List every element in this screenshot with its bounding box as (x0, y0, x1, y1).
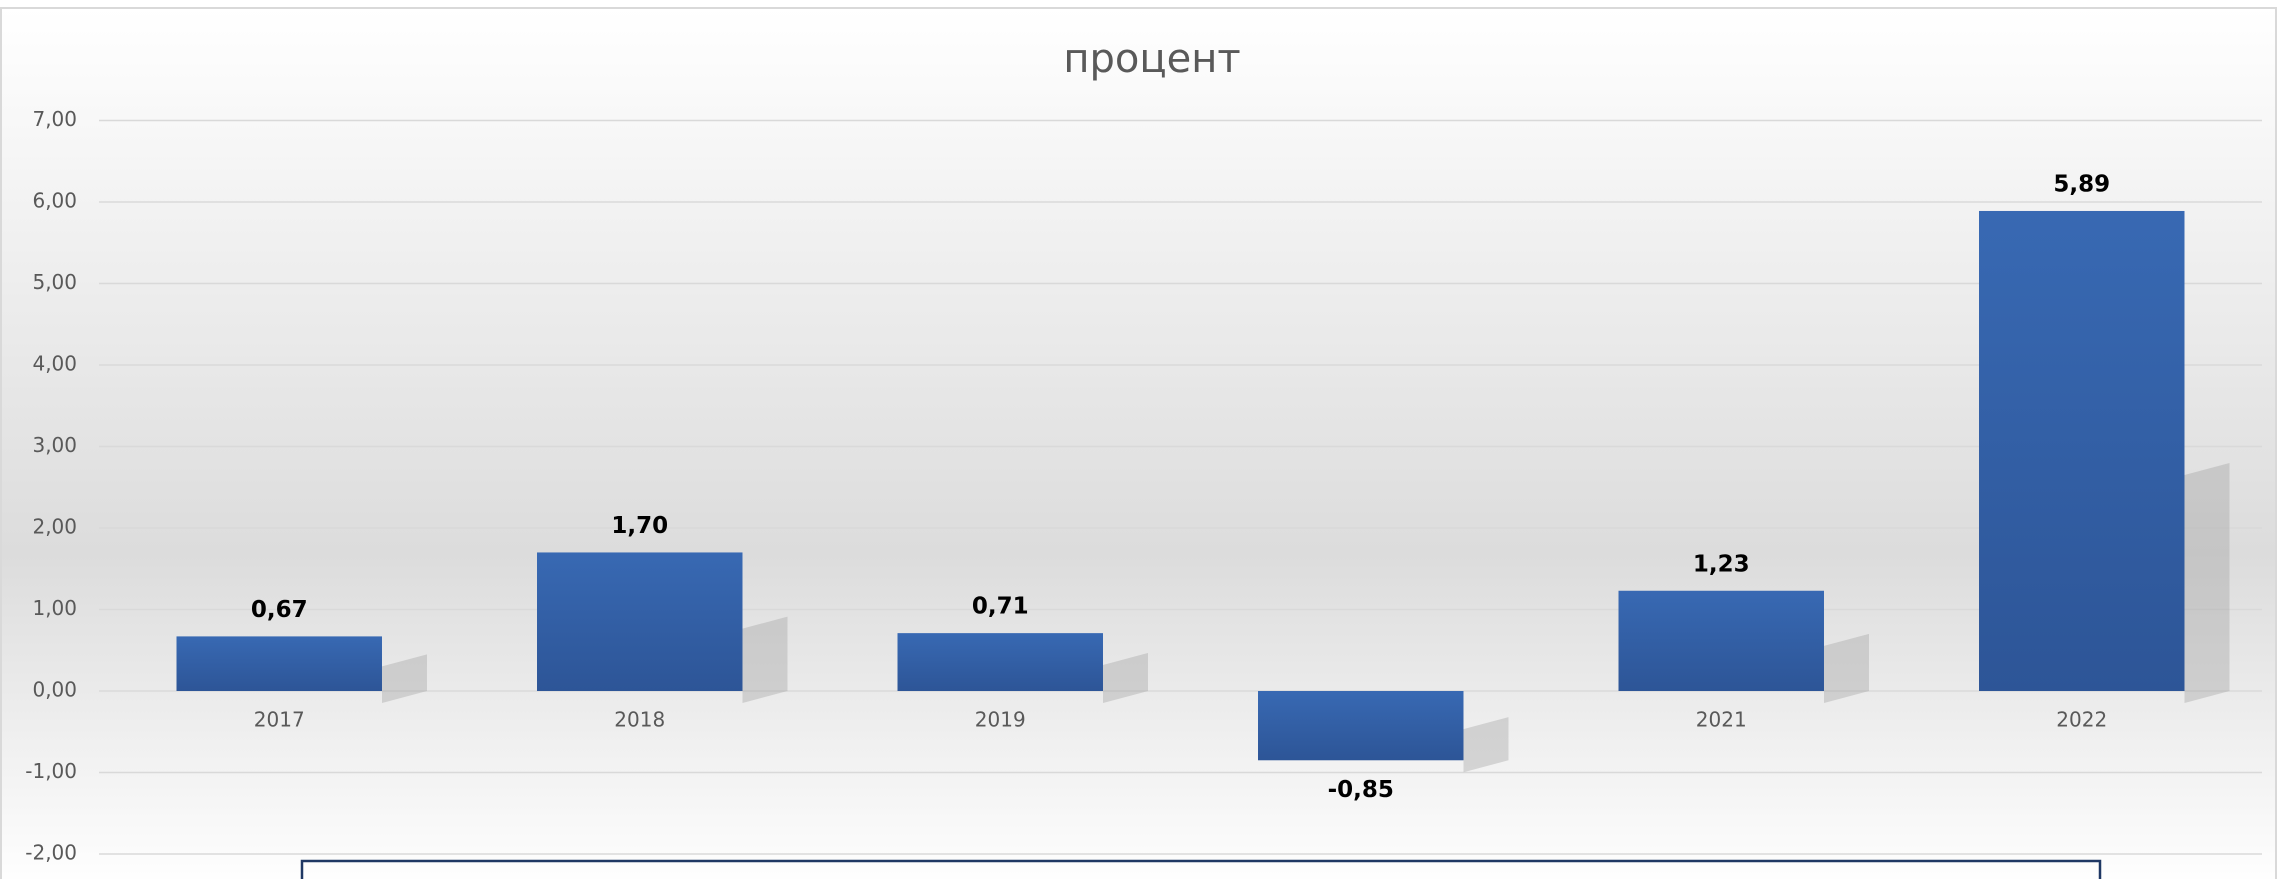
x-tick-label: 2018 (614, 708, 665, 732)
y-tick-label: 4,00 (32, 352, 77, 376)
y-tick-label: -1,00 (25, 759, 77, 783)
bar-shadow (1463, 717, 1509, 773)
x-tick-label: 2019 (975, 708, 1026, 732)
bar (897, 633, 1103, 691)
bar (1979, 210, 2185, 691)
data-label: 0,67 (251, 597, 308, 623)
bar-shadow (381, 654, 427, 703)
y-tick-label: 7,00 (32, 107, 77, 131)
y-tick-label: 0,00 (32, 678, 77, 702)
y-tick-label: 5,00 (32, 270, 77, 294)
chart-title: процент (1063, 36, 1240, 82)
x-tick-label: 2022 (2056, 708, 2107, 732)
bar (1258, 691, 1464, 761)
bar-shadow (1102, 652, 1148, 703)
bar-shadow (1823, 633, 1869, 703)
y-tick-label: 3,00 (32, 433, 77, 457)
data-label: 1,23 (1693, 551, 1750, 577)
chart-background (0, 7, 2277, 879)
data-label: 5,89 (2053, 171, 2110, 197)
data-label: 0,71 (972, 594, 1029, 620)
y-tick-label: 6,00 (32, 189, 77, 213)
bar-shadow (2184, 462, 2230, 703)
x-tick-label: 2017 (254, 708, 305, 732)
data-label: -0,85 (1328, 777, 1394, 803)
bar (537, 552, 743, 691)
y-tick-label: -2,00 (25, 841, 77, 865)
bar (1618, 590, 1824, 691)
x-tick-label: 2021 (1696, 708, 1747, 732)
y-tick-label: 2,00 (32, 515, 77, 539)
data-label: 1,70 (611, 513, 668, 539)
bar-shadow (742, 616, 788, 703)
bar (176, 636, 382, 691)
legend-frame (300, 859, 2102, 879)
y-tick-label: 1,00 (32, 596, 77, 620)
